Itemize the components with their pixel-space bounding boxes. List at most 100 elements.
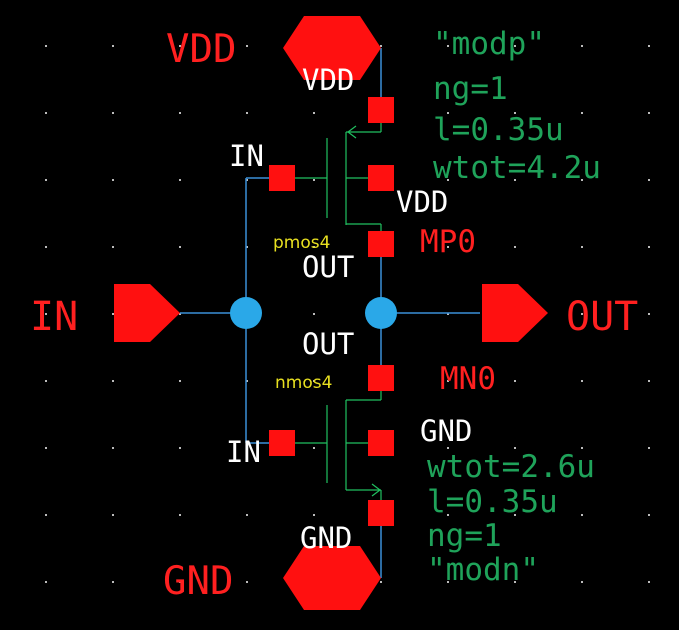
pmos-arrow-icon (347, 125, 357, 139)
grid-dot (313, 246, 315, 248)
pmos-source-pin[interactable] (368, 97, 394, 123)
grid-dot (447, 112, 449, 114)
grid-dot (45, 313, 47, 315)
grid-dot (514, 45, 516, 47)
out-junction-node[interactable] (365, 297, 397, 329)
grid-dot (447, 514, 449, 516)
grid-dot (179, 447, 181, 449)
nmos-source-label: GND (300, 521, 352, 555)
grid-dot (447, 581, 449, 583)
grid-dot (447, 313, 449, 315)
nmos-symbol[interactable] (282, 378, 382, 513)
nmos-instance-name: MN0 (440, 361, 496, 397)
grid-dot (447, 380, 449, 382)
pmos-model-param: "modp" (433, 26, 545, 62)
grid-dot (648, 514, 650, 516)
grid-dot (313, 380, 315, 382)
grid-dot (246, 112, 248, 114)
grid-dot (313, 112, 315, 114)
grid-dot (112, 581, 114, 583)
nmos-drain-label: OUT (302, 327, 354, 361)
nmos-gate-label: IN (226, 435, 261, 469)
grid-dot (179, 514, 181, 516)
nmos-model-param: "modn" (427, 552, 539, 588)
grid-dot (246, 447, 248, 449)
nmos-body-label: GND (420, 414, 472, 448)
grid-dot (246, 514, 248, 516)
nmos-l-param: l=0.35u (427, 484, 558, 520)
grid-dot (648, 112, 650, 114)
grid-dot (45, 246, 47, 248)
nmos-source-pin[interactable] (368, 500, 394, 526)
grid-dot (447, 179, 449, 181)
nmos-ng-param: ng=1 (427, 518, 502, 554)
in-junction-node[interactable] (230, 297, 262, 329)
grid-dot (648, 380, 650, 382)
pmos-gate-pin[interactable] (269, 165, 295, 191)
pmos-instance-name: MP0 (420, 224, 476, 260)
grid-dot (112, 246, 114, 248)
grid-dot (581, 45, 583, 47)
grid-dot (112, 112, 114, 114)
pmos-wtot-param: wtot=4.2u (433, 150, 601, 186)
grid-dot (45, 447, 47, 449)
pmos-body-label: VDD (396, 185, 448, 219)
pmos-drain-label: OUT (302, 250, 354, 284)
nmos-gate-pin[interactable] (269, 430, 295, 456)
grid-dot (514, 179, 516, 181)
grid-dot (313, 514, 315, 516)
grid-dot (246, 45, 248, 47)
grid-dot (179, 380, 181, 382)
nmos-wtot-param: wtot=2.6u (427, 449, 595, 485)
device-pins (269, 97, 394, 526)
grid-dot (581, 246, 583, 248)
grid-dot (648, 246, 650, 248)
grid-dot (514, 447, 516, 449)
grid-dot (179, 179, 181, 181)
nmos-drain-pin[interactable] (368, 365, 394, 391)
grid-dot (648, 45, 650, 47)
grid-dot (112, 179, 114, 181)
grid-dot (581, 514, 583, 516)
grid-dot (45, 45, 47, 47)
grid-dot (447, 447, 449, 449)
grid-dot (447, 246, 449, 248)
grid-dot (514, 380, 516, 382)
pmos-symbol[interactable] (282, 110, 382, 244)
grid-dot (581, 112, 583, 114)
nmos-body-pin[interactable] (368, 430, 394, 456)
pmos-drain-pin[interactable] (368, 231, 394, 257)
grid-dot (112, 45, 114, 47)
vdd-port-icon[interactable] (283, 16, 381, 80)
pmos-ng-param: ng=1 (433, 71, 508, 107)
grid-dot (514, 514, 516, 516)
pmos-body-pin[interactable] (368, 165, 394, 191)
pmos-type-label: pmos4 (273, 233, 330, 253)
grid-dot (45, 112, 47, 114)
grid-dot (648, 447, 650, 449)
in-port-icon[interactable] (114, 284, 180, 342)
grid-dot (246, 380, 248, 382)
grid-dot (112, 313, 114, 315)
out-port-icon[interactable] (482, 284, 548, 342)
grid-dot (581, 179, 583, 181)
grid-dot (179, 246, 181, 248)
grid-dot (648, 581, 650, 583)
grid-dot (246, 246, 248, 248)
grid-dot (581, 380, 583, 382)
grid-dot (112, 380, 114, 382)
grid-dot (179, 313, 181, 315)
grid-dot (45, 380, 47, 382)
grid-dot (45, 581, 47, 583)
grid-dot (380, 581, 382, 583)
pmos-l-param: l=0.35u (433, 112, 564, 148)
grid-dot (581, 447, 583, 449)
grid-dot (45, 514, 47, 516)
grid-dot (45, 179, 47, 181)
grid-dot (380, 45, 382, 47)
grid-dot (179, 581, 181, 583)
grid-dot (179, 112, 181, 114)
grid-dot (514, 112, 516, 114)
gnd-port-icon[interactable] (283, 546, 381, 610)
